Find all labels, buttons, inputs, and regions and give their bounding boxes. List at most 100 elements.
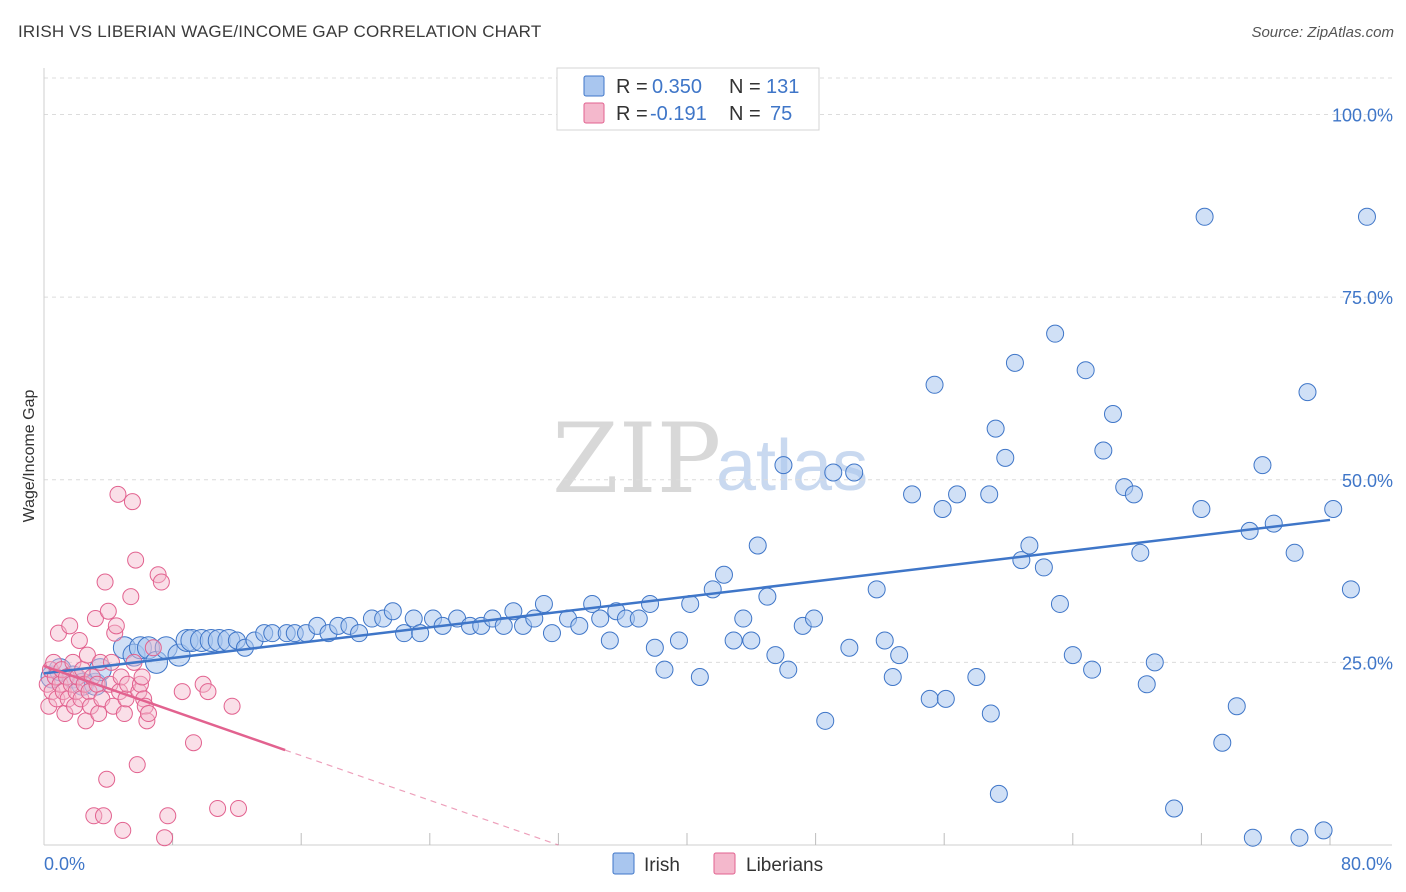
irish-point [980,485,999,504]
liberian-point [96,573,114,591]
irish-point [1137,675,1156,694]
irish-point [1253,456,1272,475]
irish-point [669,631,688,650]
irish-point [724,631,743,650]
legend-swatch-liberians [583,102,605,124]
irish-point [629,609,648,628]
irish-point [758,587,777,606]
irish-point [766,646,785,665]
legend-n-label-irish: N = [729,76,761,98]
irish-point [1314,821,1333,840]
irish-point [816,711,835,730]
irish-trend-line [43,518,1331,675]
irish-point [1213,733,1232,752]
liberian-point [114,821,132,839]
series-legend: Irish Liberians [612,852,823,876]
irish-point [890,646,909,665]
irish-point [840,638,859,657]
irish-point [570,616,589,635]
liberian-point [115,705,133,723]
y-tick-labels: 25.0% 50.0% 75.0% 100.0% [1332,106,1393,674]
irish-point [925,375,944,394]
irish-point [774,456,793,475]
irish-point [1124,485,1143,504]
irish-point [875,631,894,650]
x-axis-ticks [172,833,1331,845]
liberian-point [133,668,151,686]
liberian-point [209,799,227,817]
irish-point [989,784,1008,803]
liberian-point [78,646,96,664]
irish-point [1290,828,1309,847]
y-tick-label: 75.0% [1342,288,1393,308]
irish-point [948,485,967,504]
irish-point [1094,441,1113,460]
irish-point [591,609,610,628]
liberian-point [56,705,74,723]
irish-point [1227,697,1246,716]
irish-point [996,448,1015,467]
irish-point [1063,646,1082,665]
liberian-point [98,770,116,788]
liberian-point [127,551,145,569]
irish-point [1195,207,1214,226]
irish-point [1076,361,1095,380]
irish-point [600,631,619,650]
chart-source: Source: ZipAtlas.com [1251,24,1394,41]
liberian-point [61,617,79,635]
irish-point [690,667,709,686]
legend-n-label-liberians: N = [729,103,761,125]
liberian-point [230,799,248,817]
irish-point [742,631,761,650]
irish-point [1285,543,1304,562]
liberian-point [90,705,108,723]
liberian-point [139,705,157,723]
liberian-trend-line [43,664,286,752]
irish-point [1103,405,1122,424]
irish-point [920,689,939,708]
irish-point [981,704,1000,723]
liberian-point [99,602,117,620]
irish-point [779,660,798,679]
liberian-point [112,668,130,686]
irish-point [714,565,733,584]
liberian-point [199,683,217,701]
liberian-point [131,675,149,693]
legend-r-label-irish: R = [616,76,648,98]
irish-point [1357,207,1376,226]
liberian-point [106,624,124,642]
irish-point [867,580,886,599]
irish-point [1324,499,1343,518]
irish-point [804,609,823,628]
series-liberians [38,485,248,847]
series-irish [40,207,1376,847]
irish-point [1298,383,1317,402]
irish-point [986,419,1005,438]
irish-point [1145,653,1164,672]
irish-point [1243,828,1262,847]
liberian-point [152,573,170,591]
irish-point [655,660,674,679]
liberian-point [86,610,104,628]
liberian-point [223,697,241,715]
irish-point [641,594,660,613]
liberian-point [159,807,177,825]
liberian-point [109,485,127,503]
irish-point [395,624,414,643]
irish-point [504,602,523,621]
irish-point [1341,580,1360,599]
bottom-legend-irish: Irish [644,855,680,876]
irish-point [734,609,753,628]
irish-point [1005,353,1024,372]
x-tick-label-min: 0.0% [44,854,85,874]
irish-point [542,624,561,643]
bottom-legend-liberians: Liberians [746,855,823,876]
irish-point [1034,558,1053,577]
irish-point [1264,514,1283,533]
irish-point [1165,799,1184,818]
liberian-trend-extension [284,749,559,846]
y-tick-label: 25.0% [1342,653,1393,673]
liberian-point [122,588,140,606]
irish-point [645,638,664,657]
